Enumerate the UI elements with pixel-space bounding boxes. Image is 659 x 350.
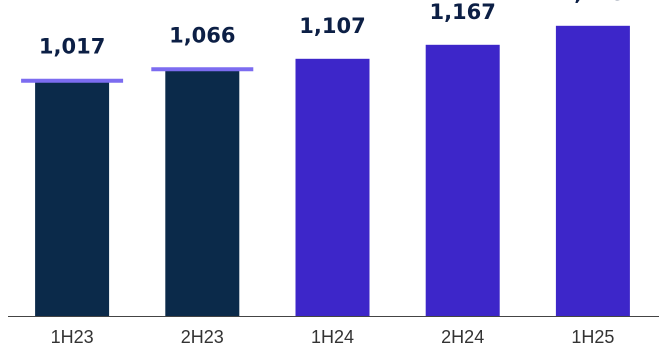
value-label-2H23: 1,066 — [169, 23, 235, 47]
bar-1H23 — [35, 79, 110, 316]
x-tick-label-1H23: 1H23 — [51, 327, 94, 347]
x-tick-label-1H25: 1H25 — [571, 327, 614, 347]
x-tick-label-2H24: 2H24 — [441, 327, 484, 347]
bars-group — [35, 25, 630, 317]
bar-1H25 — [555, 25, 630, 317]
value-label-1H24: 1,107 — [299, 14, 365, 38]
bar-1H24 — [295, 58, 370, 317]
marker-lines-group — [21, 67, 254, 83]
bar-2H24 — [425, 44, 500, 317]
x-tick-label-1H24: 1H24 — [311, 327, 354, 347]
value-labels-group: 1,017 1,066 1,107 1,167 1,249 — [39, 0, 626, 59]
value-label-2H24: 1,167 — [429, 0, 495, 24]
x-tick-labels-group: 1H23 2H23 1H24 2H24 1H25 — [51, 327, 615, 347]
x-tick-label-2H23: 2H23 — [181, 327, 224, 347]
value-label-1H23: 1,017 — [39, 35, 105, 59]
value-label-1H25: 1,249 — [560, 0, 626, 5]
bar-2H23 — [165, 68, 240, 316]
